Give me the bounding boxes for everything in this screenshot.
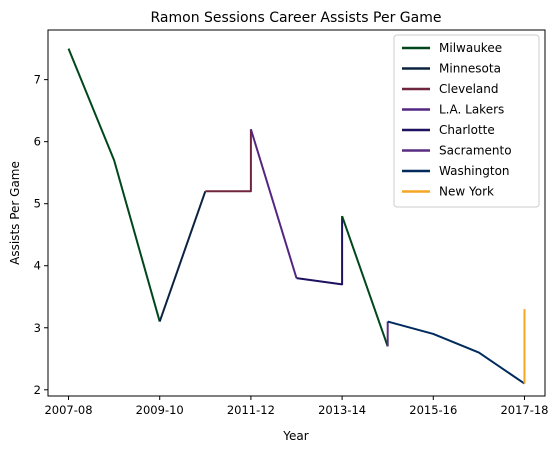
legend-label: Sacramento (439, 144, 512, 158)
series-line-cleveland-2 (205, 129, 252, 193)
legend-label: Milwaukee (439, 41, 502, 55)
x-tick-label: 2007-08 (44, 403, 92, 417)
legend-label: New York (439, 185, 494, 199)
y-axis: 2 3 4 5 6 7 (34, 73, 48, 397)
legend: Milwaukee Minnesota Cleveland L.A. Lakers Ch… (393, 34, 540, 208)
series-line-washington-7 (387, 320, 526, 385)
legend-frame (393, 34, 540, 208)
y-tick-label: 3 (34, 321, 41, 335)
y-tick-label: 7 (34, 73, 41, 87)
series-line-milwaukee-5 (341, 215, 389, 347)
x-tick-label: 2013-14 (318, 403, 366, 417)
x-tick-label: 2017-18 (500, 403, 548, 417)
chart-title: Ramon Sessions Career Assists Per Game (151, 10, 442, 26)
legend-label: Washington (439, 164, 510, 178)
x-tick-label: 2015-16 (409, 403, 457, 417)
series-line-l-a-lakers-3 (249, 128, 298, 279)
series-line-milwaukee-0 (67, 48, 161, 322)
legend-label: Charlotte (439, 123, 495, 137)
legend-label: L.A. Lakers (439, 103, 504, 117)
legend-label: Cleveland (439, 82, 499, 96)
y-tick-label: 5 (34, 197, 41, 211)
x-axis: 2007-08 2009-10 2011-12 2013-14 2015-16 2017-… (44, 396, 549, 417)
legend-label: Minnesota (439, 62, 501, 76)
x-tick-label: 2009-10 (136, 403, 184, 417)
x-axis-label: Year (282, 429, 308, 443)
series-line-minnesota-1 (158, 190, 207, 322)
x-tick-label: 2011-12 (227, 403, 275, 417)
y-tick-label: 6 (34, 135, 41, 149)
y-axis-label: Assists Per Game (8, 161, 22, 265)
series-line-charlotte-4 (296, 216, 344, 286)
y-tick-label: 2 (34, 383, 41, 397)
y-tick-label: 4 (34, 259, 41, 273)
series-lines (67, 48, 526, 385)
plot-area-frame (47, 29, 546, 397)
